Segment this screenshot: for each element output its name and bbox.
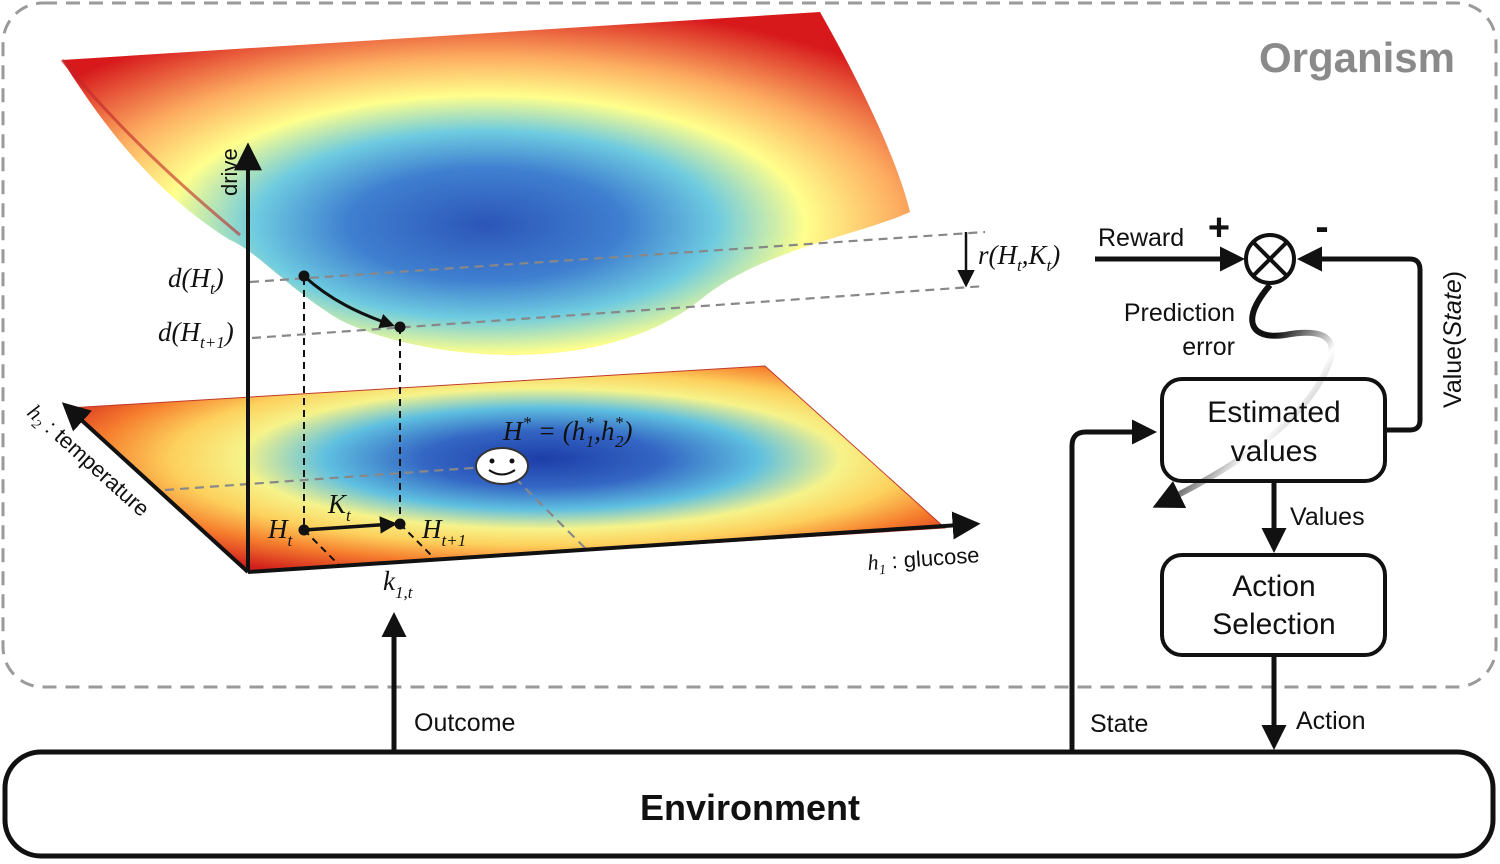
minus-sign: - [1315,205,1328,249]
projection-lines [303,278,433,567]
values-label: Values [1290,503,1365,531]
estimated-values-label-1: Estimated [1207,396,1340,429]
h2-axis [61,402,250,574]
surface-trajectory [302,274,395,329]
environment-box [2,749,1496,859]
label-d-Ht1: d(Ht+1) [158,317,234,352]
reward-label: Reward [1098,224,1184,252]
organism-boundary [1,1,1498,689]
outcome-label: Outcome [414,709,515,737]
point-d-Ht1 [394,321,406,333]
label-Ht1: Ht+1 [421,514,466,550]
label-Kt: Kt [327,489,352,525]
label-d-Ht: d(Ht) [168,263,224,298]
label-k1t: k1,t [383,566,414,602]
prediction-error-label-1: Prediction [1124,299,1235,327]
organism-label: Organism [1259,34,1455,81]
label-Ht: Ht [267,514,294,550]
state-arrow [1069,419,1157,752]
point-Ht1 [394,518,406,530]
state-label: State [1090,710,1148,738]
drive-surface-rim [60,59,241,237]
plus-sign: + [1208,207,1230,249]
axes [61,142,981,574]
comparator-icon [1244,233,1296,285]
label-reward-fn: r(Ht,Kt) [978,240,1060,275]
plane-trajectory [303,516,398,534]
environment-label: Environment [640,787,860,828]
drive-surface [62,12,910,355]
prediction-error-label-2: error [1182,333,1235,361]
value-feedback-arrow [1297,246,1423,433]
action-selection-label-1: Action [1232,570,1315,603]
guide-lines [164,230,986,549]
action-label: Action [1296,707,1365,735]
label-setpoint: H* = (h* 1,h* 2) [502,413,632,451]
action-selection-label-2: Selection [1212,608,1335,641]
drive-axis-label: drive [217,148,242,196]
estimated-values-label-2: values [1231,435,1318,468]
h1-axis [247,511,981,574]
prediction-error-arrow [1152,283,1335,508]
setpoint-smiley-icon [475,447,529,485]
value-state-label: Value(State) [1439,271,1467,408]
point-Ht [298,524,310,536]
point-d-Ht [298,270,310,282]
h1-axis-label: h1 : glucose [867,542,981,579]
